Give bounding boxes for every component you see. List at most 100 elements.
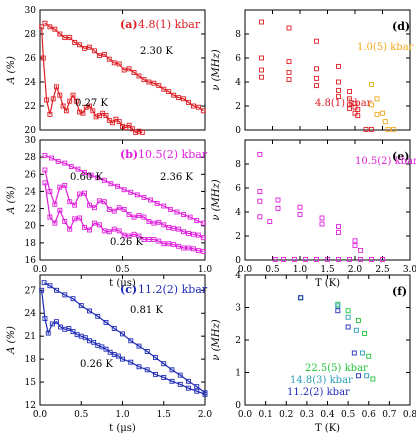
data-point bbox=[115, 353, 121, 359]
x-tick-label: 1.0 bbox=[293, 265, 308, 275]
x-tick-label: 0.5 bbox=[341, 410, 356, 420]
pressure-label: 11.2(2) kbar bbox=[138, 283, 208, 296]
data-point bbox=[126, 212, 132, 218]
data-point bbox=[78, 303, 84, 309]
data-point bbox=[369, 81, 374, 87]
y-tick-label: 2 bbox=[235, 232, 241, 242]
fit-line bbox=[43, 282, 206, 394]
series-label: 1.0(5) kbar bbox=[357, 42, 414, 53]
data-point bbox=[148, 197, 154, 203]
data-point bbox=[352, 104, 358, 110]
data-point bbox=[259, 55, 264, 61]
x-tick-label: 0.6 bbox=[362, 410, 377, 420]
data-point bbox=[181, 229, 187, 235]
y-tick-label: 20 bbox=[25, 222, 37, 232]
data-point bbox=[66, 326, 72, 331]
fit-line bbox=[41, 290, 206, 395]
data-point bbox=[49, 155, 54, 161]
data-point bbox=[77, 109, 83, 115]
data-point bbox=[380, 256, 385, 262]
data-point bbox=[186, 99, 191, 105]
y-tick-label: 26 bbox=[25, 170, 37, 180]
y-tick-label: 3 bbox=[235, 304, 241, 314]
data-point bbox=[194, 388, 200, 394]
x-axis-label: t (μs) bbox=[109, 278, 136, 289]
data-point bbox=[195, 248, 201, 254]
data-point bbox=[116, 61, 122, 67]
series-label: 11.2(2) kbar bbox=[287, 387, 350, 398]
y-tick-label: 0 bbox=[235, 126, 241, 136]
x-tick-label: 0.7 bbox=[382, 410, 397, 420]
data-point bbox=[385, 126, 391, 132]
data-point bbox=[171, 92, 177, 98]
data-point bbox=[314, 256, 319, 262]
temperature-label: 0.81 K bbox=[130, 305, 163, 316]
data-point bbox=[103, 319, 109, 325]
x-axis-label: T (K) bbox=[315, 423, 340, 434]
x-tick-label: 1.5 bbox=[157, 410, 172, 420]
panel-d: 0 2 4 6 8 ν (MHz) (d) 1.0(5) kbar 4.8(1) kbar bbox=[211, 9, 414, 136]
data-point bbox=[186, 245, 191, 251]
y-tick-label: 0 bbox=[235, 256, 241, 266]
temperature-label: 0.27 K bbox=[75, 98, 108, 109]
y-axis-label: A (%) bbox=[6, 186, 17, 215]
data-point bbox=[101, 51, 107, 57]
panel-label: (f) bbox=[392, 285, 407, 298]
data-point bbox=[259, 67, 264, 73]
data-point bbox=[121, 232, 127, 238]
data-point bbox=[345, 324, 351, 330]
data-point bbox=[95, 175, 101, 181]
data-point bbox=[96, 53, 102, 59]
data-point bbox=[195, 232, 201, 238]
data-point bbox=[96, 222, 102, 228]
data-point bbox=[106, 206, 112, 212]
data-point bbox=[80, 110, 86, 116]
data-point bbox=[314, 83, 319, 89]
y-axis-label: A (%) bbox=[6, 56, 17, 85]
data-point bbox=[111, 208, 117, 214]
data-point bbox=[52, 220, 58, 226]
x-axis-label: t (μs) bbox=[109, 423, 136, 434]
data-point bbox=[169, 367, 175, 373]
data-point bbox=[115, 183, 121, 189]
data-point bbox=[325, 256, 330, 262]
fit-line bbox=[44, 22, 204, 112]
data-point bbox=[286, 77, 292, 83]
data-point bbox=[146, 236, 152, 242]
series-label: 4.8(1) kbar bbox=[315, 98, 372, 109]
y-tick-label: 2 bbox=[235, 336, 241, 346]
data-point bbox=[355, 113, 361, 119]
data-point bbox=[187, 214, 193, 220]
data-point bbox=[336, 63, 341, 69]
x-tick-label: 0.0 bbox=[33, 410, 48, 420]
data-point bbox=[82, 190, 88, 196]
fit-line bbox=[41, 26, 143, 134]
data-point bbox=[314, 66, 319, 72]
data-point bbox=[139, 129, 145, 135]
x-tick-label: 2.5 bbox=[375, 265, 390, 275]
data-point bbox=[200, 235, 206, 241]
data-point bbox=[355, 318, 361, 323]
data-point bbox=[54, 287, 59, 293]
data-point bbox=[126, 122, 132, 128]
data-point bbox=[176, 95, 182, 101]
data-point bbox=[257, 189, 263, 195]
data-point bbox=[50, 96, 56, 102]
data-point bbox=[391, 126, 396, 132]
temperature-label: 0.26 K bbox=[110, 237, 143, 248]
data-point bbox=[121, 206, 127, 212]
data-point bbox=[286, 59, 292, 65]
data-point bbox=[47, 214, 53, 220]
data-point bbox=[347, 96, 352, 102]
data-point bbox=[39, 24, 45, 30]
data-point bbox=[297, 204, 303, 210]
data-point bbox=[176, 226, 182, 232]
y-tick-label: 30 bbox=[25, 6, 37, 16]
data-point bbox=[106, 229, 112, 235]
y-tick-label: 27 bbox=[25, 286, 37, 296]
data-point bbox=[88, 172, 94, 178]
data-point bbox=[42, 20, 48, 26]
data-point bbox=[103, 346, 109, 352]
data-point bbox=[314, 75, 319, 81]
